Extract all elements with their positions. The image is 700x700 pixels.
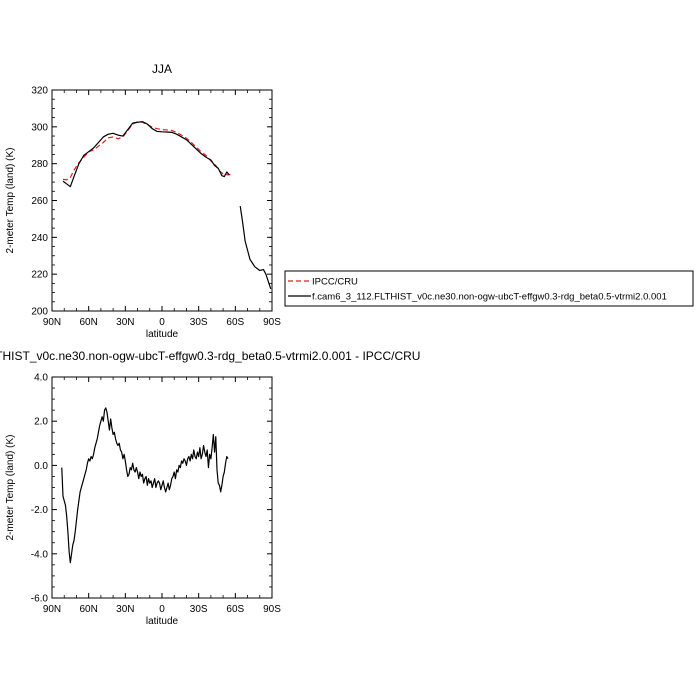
legend: IPCC/CRU f.cam6_3_112.FLTHIST_v0c.ne30.no… bbox=[284, 270, 694, 307]
legend-box bbox=[284, 270, 694, 307]
y-tick-label: 240 bbox=[31, 233, 48, 244]
series-line-0-seg-0 bbox=[62, 121, 231, 181]
y-tick-label: 280 bbox=[31, 159, 48, 170]
x-tick-label: 60S bbox=[226, 604, 244, 615]
y-tick-label: -4.0 bbox=[31, 549, 49, 560]
y-tick-label: -6.0 bbox=[31, 594, 49, 605]
x-tick-label: 90S bbox=[263, 317, 281, 328]
legend-entry: IPCC/CRU bbox=[312, 277, 358, 288]
y-tick-label: 0.0 bbox=[34, 461, 48, 472]
x-tick-label: 60S bbox=[226, 317, 244, 328]
y-tick-label: 200 bbox=[31, 307, 48, 318]
panel-top: JJA 90N 60N 30N 0 30S 60S 90S 200 220 240 260 280 300… bbox=[5, 62, 281, 340]
y-tick-label: 220 bbox=[31, 270, 48, 281]
x-tick-label: 90N bbox=[43, 317, 61, 328]
series-line-1-seg-0 bbox=[62, 121, 230, 188]
x-tick-label: 60N bbox=[79, 317, 97, 328]
y-tick-label: -2.0 bbox=[31, 505, 49, 516]
legend-entry: f.cam6_3_112.FLTHIST_v0c.ne30.non-ogw-ub… bbox=[312, 292, 667, 303]
x-tick-label: 30N bbox=[116, 317, 134, 328]
y-axis-label: 2-meter Temp (land) (K) bbox=[5, 148, 16, 254]
chart-title: f.cam6_3_112.FLTHIST_v0c.ne30.non-ogw-ub… bbox=[0, 349, 420, 363]
y-tick-label: 2.0 bbox=[34, 417, 48, 428]
x-tick-label: 30S bbox=[190, 317, 208, 328]
series-line-0-seg-0 bbox=[61, 407, 229, 564]
chart-title: JJA bbox=[152, 62, 172, 76]
x-tick-label: 30S bbox=[190, 604, 208, 615]
y-tick-label: 4.0 bbox=[34, 373, 48, 384]
y-tick-label: 320 bbox=[31, 86, 48, 97]
series-line-1-seg-1 bbox=[239, 205, 272, 290]
x-axis-label: latitude bbox=[146, 329, 179, 340]
x-tick-label: 90S bbox=[263, 604, 281, 615]
x-tick-label: 0 bbox=[159, 317, 165, 328]
x-tick-label: 90N bbox=[43, 604, 61, 615]
x-axis-label: latitude bbox=[146, 616, 179, 627]
x-tick-label: 60N bbox=[79, 604, 97, 615]
y-tick-label: 300 bbox=[31, 122, 48, 133]
y-tick-label: 260 bbox=[31, 196, 48, 207]
x-tick-label: 30N bbox=[116, 604, 134, 615]
panel-bottom: f.cam6_3_112.FLTHIST_v0c.ne30.non-ogw-ub… bbox=[0, 349, 420, 627]
y-axis-label: 2-meter Temp (land) (K) bbox=[5, 435, 16, 541]
plot-frame bbox=[51, 89, 273, 312]
x-tick-label: 0 bbox=[159, 604, 165, 615]
